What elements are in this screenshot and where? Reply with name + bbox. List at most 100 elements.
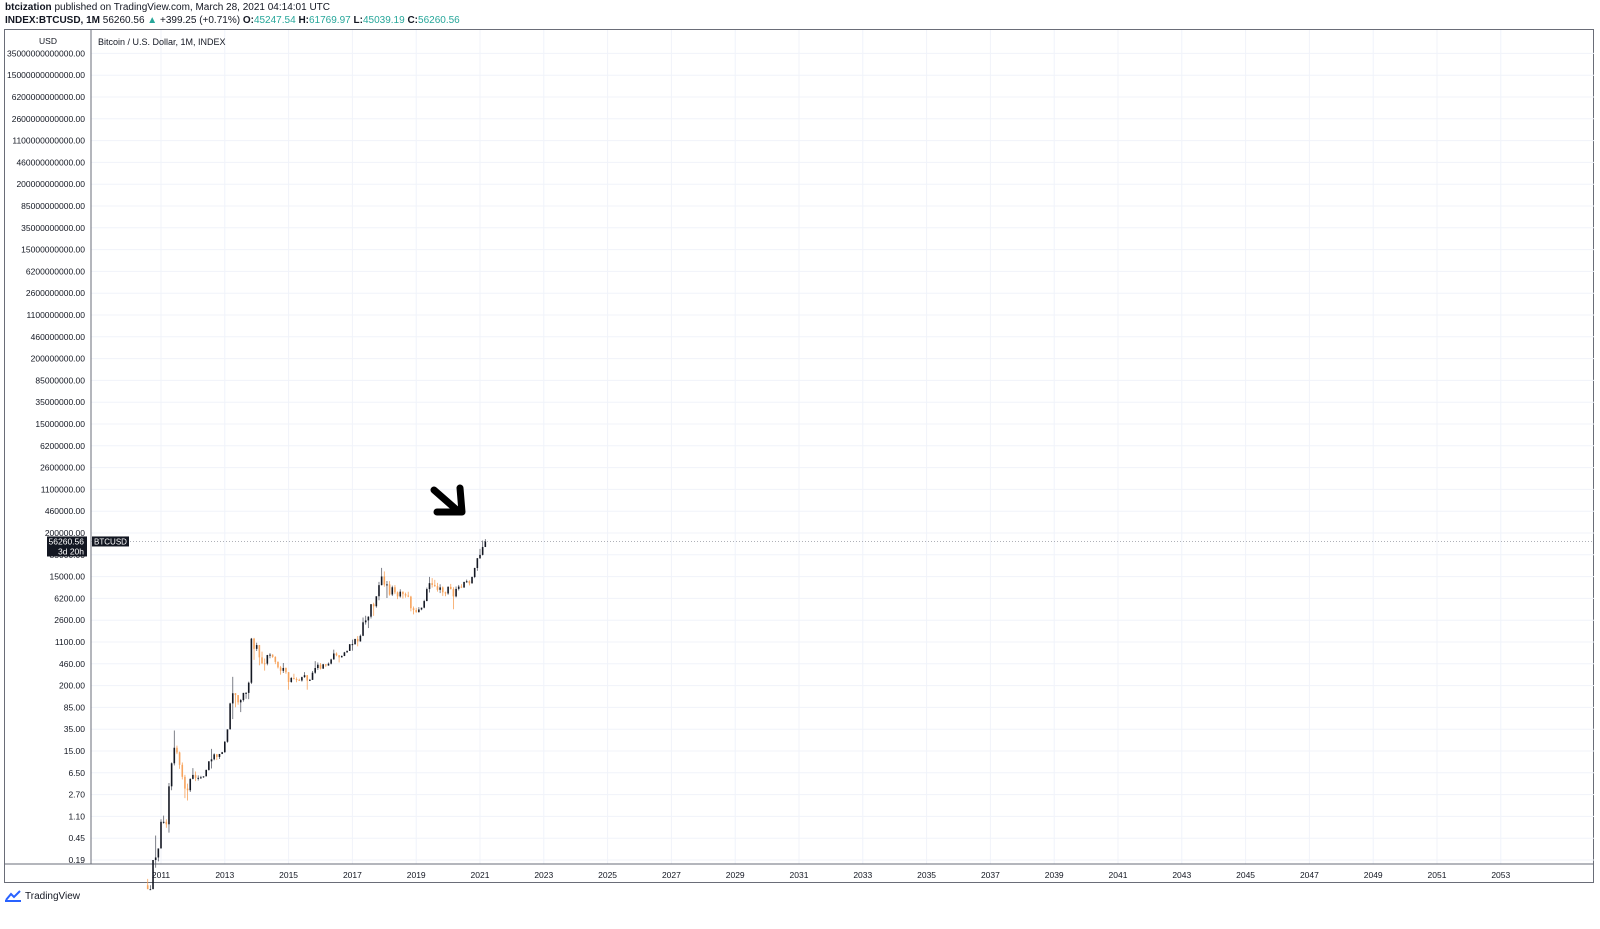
candle: [311, 671, 314, 680]
candle-body: [364, 620, 367, 623]
candle: [255, 642, 258, 651]
candle: [154, 835, 157, 868]
candle: [261, 651, 263, 665]
open-value: 45247.54: [253, 15, 296, 26]
candle: [245, 692, 247, 699]
candle: [383, 571, 386, 587]
symbol-tag-label: BTCUSD: [94, 537, 127, 546]
candle: [439, 584, 441, 594]
candle: [192, 768, 194, 780]
candle-body: [282, 667, 285, 671]
candle: [269, 653, 271, 659]
arrow-annotation[interactable]: [430, 484, 466, 516]
candle-body: [399, 591, 402, 597]
candle-body: [420, 607, 423, 610]
time-axis[interactable]: 2011 2013 2015 2017 2019 2021 2023 2025 2027 2029…: [152, 870, 1511, 880]
arrow-head: [433, 484, 466, 516]
candle-body: [309, 679, 311, 681]
x-tick-label: 2025: [598, 870, 617, 880]
candle-body: [325, 664, 327, 666]
candle: [402, 591, 404, 599]
candle: [258, 644, 261, 666]
candle-body: [351, 644, 354, 646]
candle-body: [202, 776, 205, 778]
candle: [290, 676, 293, 683]
author-name[interactable]: btcization: [5, 2, 52, 13]
candle-body: [192, 774, 194, 779]
y-tick-label: 200000000000.00: [16, 179, 85, 189]
candle-body: [314, 668, 316, 673]
candle-body: [468, 581, 471, 584]
candle: [335, 652, 338, 657]
candle-body: [372, 604, 375, 607]
candle: [426, 587, 428, 602]
candle: [242, 692, 245, 702]
candle-body: [146, 885, 149, 890]
candle-body: [441, 587, 444, 593]
candle: [428, 576, 431, 593]
y-tick-label: 2600.00: [54, 615, 85, 625]
candle: [471, 576, 473, 584]
bar-countdown-label: 3d 20h: [58, 546, 84, 556]
x-tick-label: 2039: [1045, 870, 1064, 880]
candle-body: [253, 638, 255, 649]
candle: [279, 665, 282, 675]
candle: [274, 656, 277, 665]
candle-body: [295, 679, 298, 681]
candle: [247, 681, 250, 700]
y-tick-label: 200000000.00: [31, 354, 86, 364]
candle-body: [426, 589, 428, 602]
candle: [391, 585, 394, 597]
candle-body: [285, 667, 287, 673]
candle: [436, 582, 439, 592]
candle: [367, 616, 370, 629]
candle-body: [149, 889, 152, 891]
x-tick-label: 2049: [1364, 870, 1383, 880]
candle-body: [213, 754, 215, 760]
candle-body: [423, 601, 425, 608]
candle: [338, 655, 340, 663]
close-label: C:: [407, 15, 419, 26]
y-tick-label: 460.00: [59, 659, 85, 669]
x-tick-label: 2053: [1491, 870, 1510, 880]
candle: [354, 638, 356, 645]
candle: [484, 539, 487, 548]
candle: [229, 702, 231, 730]
price-axis[interactable]: 0.19 0.45 1.10 2.70 6.50 15.00 35.00 85.00 200.0…: [7, 48, 85, 865]
candle-body: [189, 778, 192, 791]
candle: [346, 650, 348, 653]
candle: [178, 751, 181, 769]
candle: [325, 664, 327, 667]
candle-body: [378, 585, 380, 597]
candle-body: [340, 655, 343, 658]
tradingview-logo[interactable]: TradingView: [5, 890, 80, 902]
close-value: 56260.56: [418, 15, 460, 26]
candle: [418, 607, 420, 613]
candle: [165, 819, 168, 828]
candle-body: [311, 672, 314, 680]
y-tick-label: 6200000000.00: [26, 266, 85, 276]
candle-body: [330, 659, 332, 664]
x-tick-label: 2017: [343, 870, 362, 880]
candle: [412, 606, 415, 615]
candle-body: [298, 679, 301, 681]
candle: [380, 567, 383, 586]
y-tick-label: 0.45: [68, 833, 85, 843]
candle-body: [348, 644, 351, 651]
candle-body: [303, 675, 306, 678]
candle-body: [473, 567, 476, 577]
candle-body: [205, 769, 207, 777]
y-tick-label: 2600000000.00: [26, 288, 85, 298]
low-value: 45039.19: [362, 15, 405, 26]
y-tick-label: 460000000.00: [31, 332, 86, 342]
y-tick-label: 1100.00: [55, 637, 85, 647]
candle: [327, 662, 330, 666]
candle-body: [404, 594, 407, 596]
candle-body: [216, 754, 218, 757]
candle: [386, 580, 388, 599]
candle: [184, 774, 186, 799]
x-tick-label: 2043: [1172, 870, 1191, 880]
candle: [375, 596, 378, 608]
y-tick-label: 1.10: [68, 811, 85, 821]
